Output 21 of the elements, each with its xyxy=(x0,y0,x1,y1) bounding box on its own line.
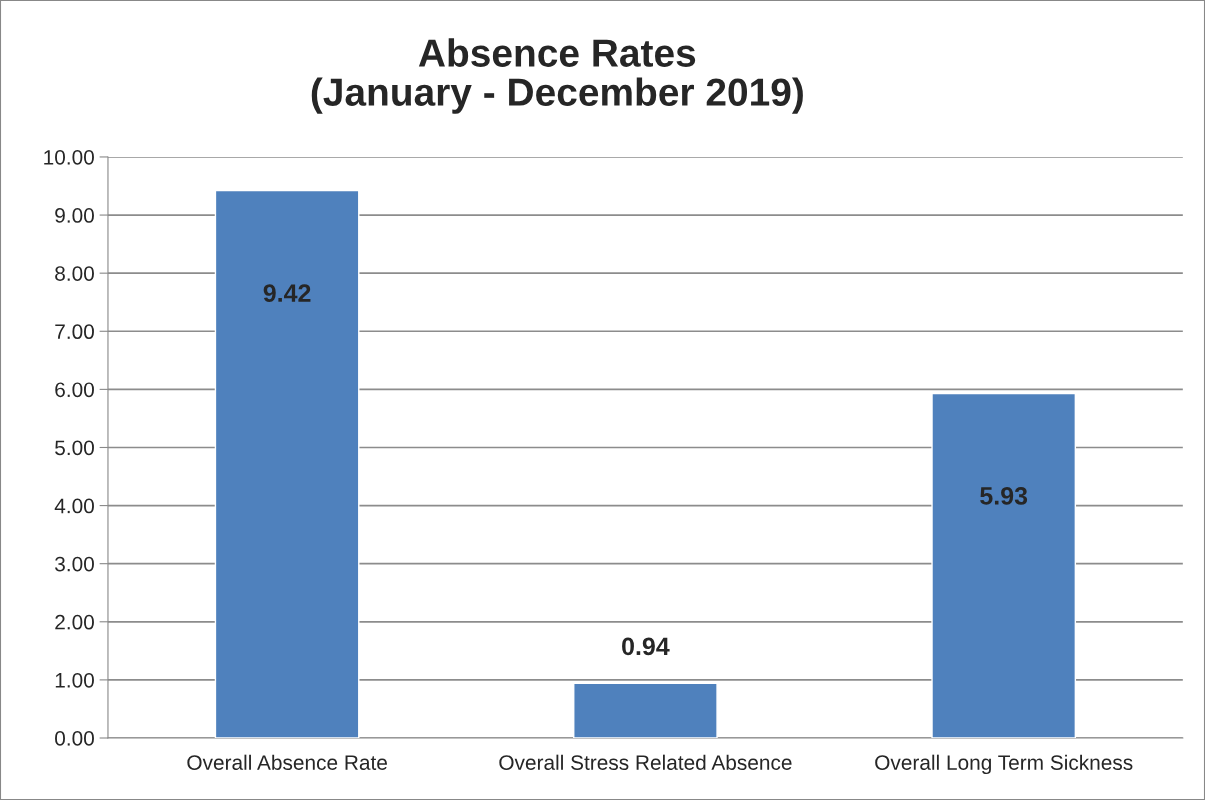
y-tick-label: 9.00 xyxy=(55,208,94,223)
y-tick-label: 10.00 xyxy=(44,149,94,165)
y-tick-label: 5.00 xyxy=(55,440,94,456)
y-tick-label: 4.00 xyxy=(54,498,94,514)
bar xyxy=(573,682,718,738)
y-tick-label: 7.00 xyxy=(55,324,94,340)
y-tick-label: 8.00 xyxy=(55,266,94,281)
x-tick-label: Overall Long Term Sickness xyxy=(875,754,1133,775)
x-tick-label: Overall Stress Related Absence xyxy=(499,754,792,770)
data-label: 9.42 xyxy=(263,284,311,302)
bar xyxy=(931,392,1077,738)
bar xyxy=(214,189,360,738)
y-tick-label: 0.00 xyxy=(55,731,94,746)
y-tick-label: 1.00 xyxy=(55,672,94,688)
y-tick-label: 3.00 xyxy=(55,556,94,572)
y-tick-label: 6.00 xyxy=(55,382,94,398)
x-tick-label: Overall Absence Rate xyxy=(187,754,387,770)
chart-title: Absence Rates (January - December 2019) xyxy=(311,38,803,114)
data-label: 0.94 xyxy=(622,637,670,656)
data-label: 5.93 xyxy=(980,487,1028,505)
y-tick-label: 2.00 xyxy=(55,614,94,630)
